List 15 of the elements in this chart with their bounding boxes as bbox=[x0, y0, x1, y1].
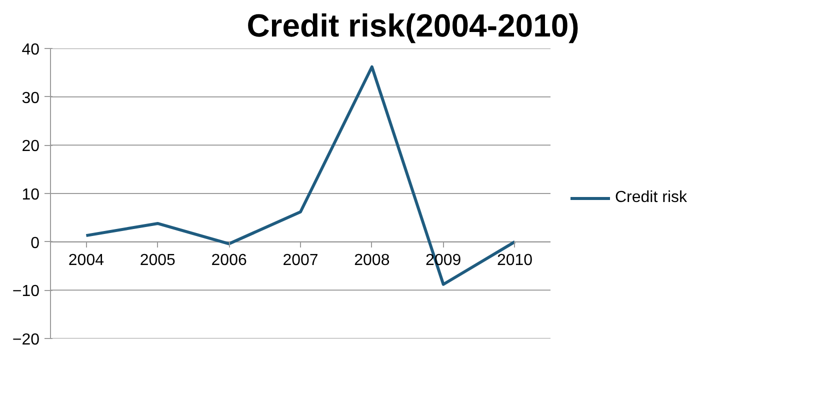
y-tick-label: 30 bbox=[22, 90, 40, 107]
x-tick-label: 2008 bbox=[354, 252, 390, 269]
y-tick-label: −20 bbox=[12, 332, 40, 348]
x-tick-label: 2005 bbox=[140, 252, 176, 269]
x-tick-label: 2010 bbox=[496, 252, 533, 269]
x-tick-label: 2004 bbox=[68, 252, 104, 269]
x-tick-label: 2007 bbox=[282, 252, 318, 269]
legend-label: Credit risk bbox=[615, 189, 688, 207]
x-tick-label: 2006 bbox=[211, 252, 247, 269]
chart-title: Credit risk(2004-2010) bbox=[246, 8, 580, 44]
y-tick-label: 20 bbox=[22, 138, 40, 156]
y-tick-label: −10 bbox=[12, 283, 40, 300]
y-tick-label: 0 bbox=[30, 234, 40, 252]
y-tick-label: 40 bbox=[22, 42, 40, 58]
y-tick-label: 10 bbox=[22, 186, 40, 204]
